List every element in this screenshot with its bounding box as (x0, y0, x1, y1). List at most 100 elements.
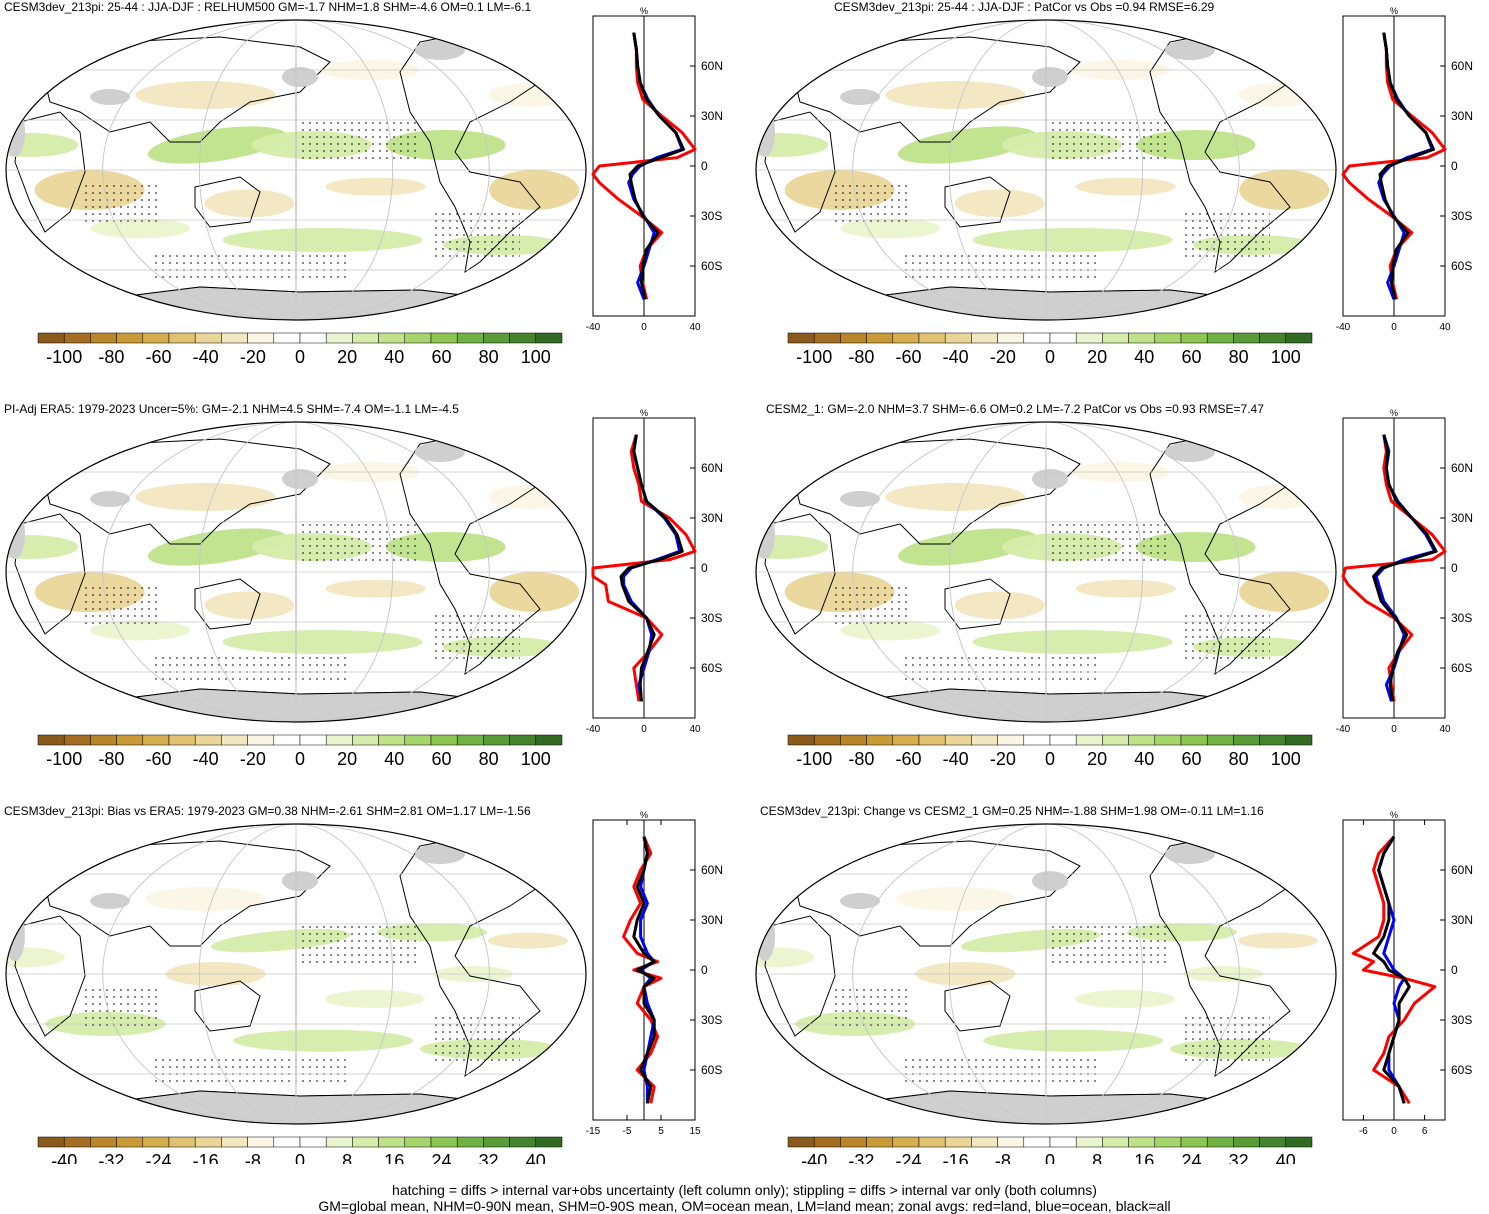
lat-tick-label: 30S (701, 209, 722, 223)
graticule-lon (295, 824, 297, 1124)
masked-land (1165, 844, 1215, 864)
colorbar-label: -80 (848, 749, 874, 769)
stippling (900, 252, 1100, 282)
panel-content (5, 421, 587, 723)
stippling (830, 986, 910, 1026)
colorbar-swatch (866, 1136, 894, 1148)
panel-content (5, 823, 587, 1125)
x-tick-label: 0 (641, 724, 647, 735)
colorbar: -100 -80 -60 -40 -20 0 20 40 60 80 100 (787, 734, 1313, 769)
masked-land (440, 422, 500, 437)
unit-label: % (1390, 810, 1398, 820)
colorbar-swatch (37, 332, 65, 344)
colorbar-swatch (1102, 734, 1129, 746)
zonal-mean-plot: % 60N 30N 0 30S 60S -40 0 40 (1336, 408, 1473, 735)
colorbar-swatch (535, 1136, 563, 1148)
colorbar-label: -8 (995, 1151, 1011, 1164)
anomaly-region (222, 630, 423, 654)
colorbar-swatch (456, 332, 484, 344)
colorbar-label: 16 (384, 1151, 404, 1164)
colorbar-swatch (1180, 1136, 1208, 1148)
colorbar-swatch (247, 734, 275, 746)
continent-outline (39, 840, 331, 947)
x-tick-label: 40 (689, 322, 701, 333)
colorbar-label: 16 (1134, 1151, 1154, 1164)
continent-outline (764, 513, 836, 635)
masked-land (840, 89, 880, 105)
colorbar-swatch (1259, 734, 1287, 746)
x-tick-label: 0 (641, 322, 647, 333)
colorbar-swatch (273, 332, 301, 344)
stippling (430, 614, 520, 664)
anomaly-region (233, 1029, 414, 1052)
x-tick-label: 5 (658, 1126, 664, 1137)
map-border (5, 421, 587, 723)
colorbar-label: -40 (943, 347, 969, 367)
lat-tick-label: 30N (701, 511, 723, 525)
colorbar-swatch (273, 734, 301, 746)
anomaly-region (204, 189, 295, 218)
ocean-background (756, 20, 1336, 320)
colorbar-swatch (944, 332, 972, 344)
colorbar-swatch (918, 332, 946, 344)
footnote-line-1: hatching = diffs > internal var+obs unce… (392, 1182, 1097, 1198)
colorbar-label: 8 (342, 1151, 352, 1164)
zonal-series-all (1372, 434, 1438, 702)
colorbar-swatch (1259, 332, 1287, 344)
zonal-series-all (632, 836, 656, 1104)
lat-tick-label: 60S (701, 259, 722, 273)
colorbar-swatch (787, 734, 815, 746)
stippling (1180, 614, 1270, 664)
colorbar-label: 80 (479, 749, 499, 769)
map-border (5, 19, 587, 321)
panel-3: CESM2_1: GM=-2.0 NHM=3.7 SHM=-6.6 OM=0.2… (750, 402, 1489, 804)
colorbar-swatch (430, 734, 458, 746)
zonal-series-all (1372, 835, 1411, 1104)
colorbar-swatch (116, 1136, 144, 1148)
colorbar-swatch (221, 1136, 248, 1148)
stippling (80, 584, 160, 624)
colorbar-swatch (142, 1136, 170, 1148)
stippling (80, 986, 160, 1026)
colorbar-swatch (1128, 734, 1156, 746)
panel-title: PI-Adj ERA5: 1979-2023 Uncer=5%: GM=-2.1… (4, 402, 459, 416)
colorbar-label: 40 (1276, 1151, 1296, 1164)
zonal-series-all (619, 434, 684, 702)
colorbar-swatch (483, 1136, 510, 1148)
anomaly-region (1075, 579, 1176, 598)
masked-land (1032, 469, 1068, 489)
lat-tick-label: 60S (1451, 259, 1472, 273)
ocean-background (756, 422, 1336, 722)
colorbar-swatch (840, 734, 867, 746)
colorbar-swatch (456, 1136, 484, 1148)
x-tick-label: 40 (689, 724, 701, 735)
colorbar-label: -32 (848, 1151, 874, 1164)
colorbar-swatch (535, 734, 563, 746)
lat-tick-label: 30N (1451, 913, 1473, 927)
anomaly-region (897, 528, 1037, 566)
colorbar-swatch (840, 332, 867, 344)
anomaly-region (954, 591, 1045, 620)
anomaly-region (756, 947, 815, 968)
anomaly-region (954, 189, 1045, 218)
colorbar-swatch (1259, 1136, 1287, 1148)
anomaly-region (885, 483, 1026, 511)
panel-0: CESM3dev_213pi: 25-44 : JJA-DJF : RELHUM… (0, 0, 744, 402)
colorbar-swatch (1128, 1136, 1156, 1148)
colorbar-swatch (866, 734, 894, 746)
graticule-lon (295, 422, 297, 722)
anomaly-region (885, 81, 1026, 109)
colorbar-swatch (116, 734, 144, 746)
masked-land (1190, 20, 1250, 35)
continent-outline (789, 438, 1081, 545)
colorbar-swatch (1023, 1136, 1051, 1148)
masked-land (550, 846, 570, 886)
masked-land (550, 444, 570, 484)
colorbar-label: 100 (521, 749, 551, 769)
antarctica-land (79, 1090, 521, 1124)
colorbar-label: -80 (98, 749, 124, 769)
unit-label: % (640, 810, 648, 820)
x-tick-label: -40 (1336, 322, 1351, 333)
lat-tick-label: 30N (701, 913, 723, 927)
colorbar-swatch (1049, 332, 1077, 344)
